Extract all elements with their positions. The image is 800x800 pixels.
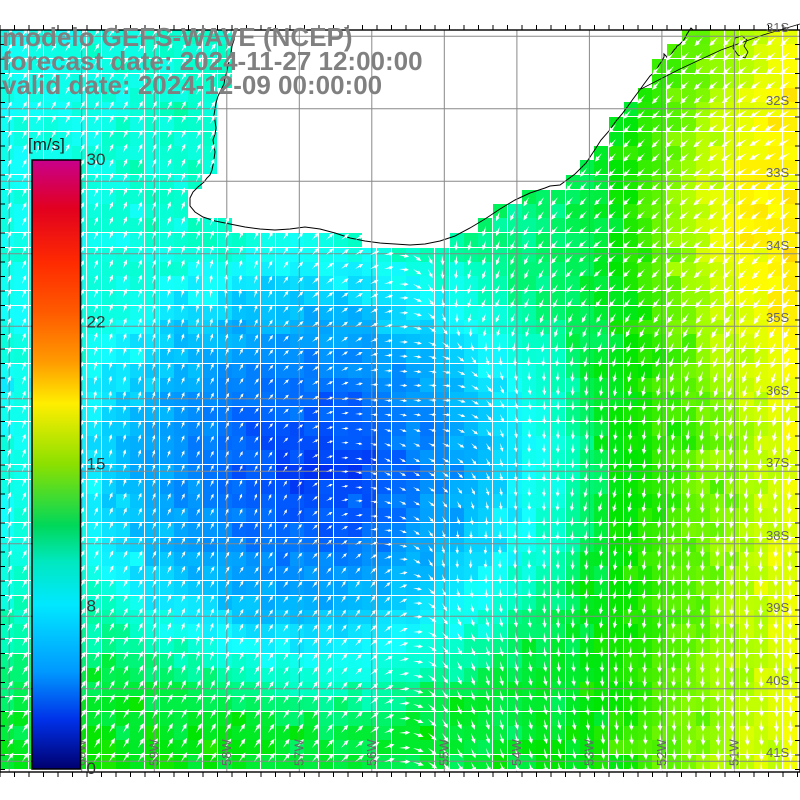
svg-text:57W: 57W [291, 739, 306, 766]
svg-text:35S: 35S [766, 310, 789, 325]
svg-text:51W: 51W [726, 739, 741, 766]
svg-text:33S: 33S [766, 165, 789, 180]
svg-text:32S: 32S [766, 93, 789, 108]
svg-text:36S: 36S [766, 383, 789, 398]
svg-text:55W: 55W [436, 739, 451, 766]
svg-text:59W: 59W [146, 739, 161, 766]
svg-text:37S: 37S [766, 455, 789, 470]
svg-text:22: 22 [87, 312, 106, 331]
svg-text:38S: 38S [766, 528, 789, 543]
svg-text:58W: 58W [219, 739, 234, 766]
svg-text:0: 0 [87, 759, 96, 778]
svg-text:41S: 41S [766, 745, 789, 760]
svg-text:54W: 54W [509, 739, 524, 766]
svg-text:39S: 39S [766, 600, 789, 615]
svg-text:30: 30 [87, 150, 106, 169]
svg-text:15: 15 [87, 455, 106, 474]
svg-text:31S: 31S [766, 20, 789, 35]
svg-text:valid date: 2024-12-09 00:00:0: valid date: 2024-12-09 00:00:00 [2, 70, 382, 100]
svg-text:34S: 34S [766, 238, 789, 253]
svg-text:40S: 40S [766, 673, 789, 688]
svg-text:8: 8 [87, 597, 96, 616]
svg-text:56W: 56W [364, 739, 379, 766]
svg-text:[m/s]: [m/s] [28, 135, 65, 154]
svg-text:53W: 53W [581, 739, 596, 766]
svg-text:52W: 52W [654, 739, 669, 766]
